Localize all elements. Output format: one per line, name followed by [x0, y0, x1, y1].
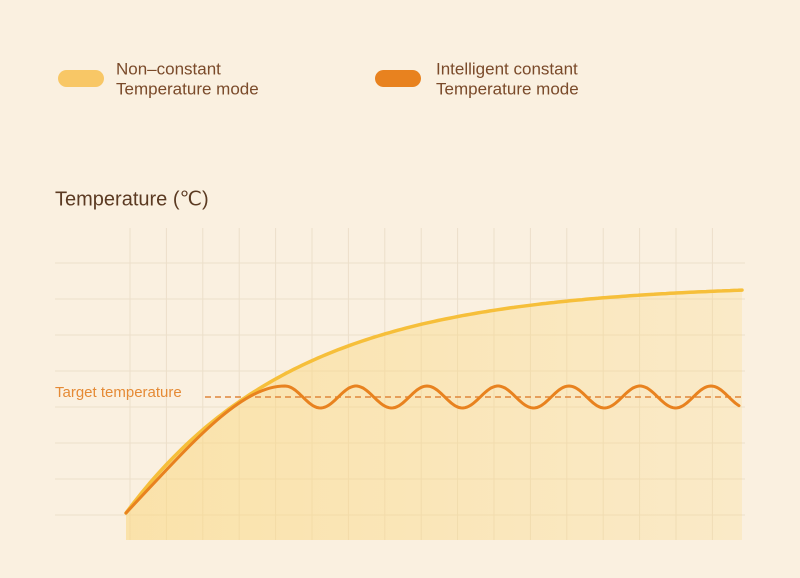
- legend-swatch: [58, 70, 104, 87]
- legend-text: Non–constant: [116, 59, 221, 78]
- target-label: Target temperature: [55, 384, 182, 401]
- legend-text: Temperature mode: [436, 79, 579, 98]
- legend-swatch: [375, 70, 421, 87]
- legend-text: Intelligent constant: [436, 59, 578, 78]
- axis-label: Temperature (℃): [55, 188, 209, 210]
- area-fill: [126, 290, 742, 540]
- legend-text: Temperature mode: [116, 79, 259, 98]
- intelligent-curve: [124, 384, 741, 515]
